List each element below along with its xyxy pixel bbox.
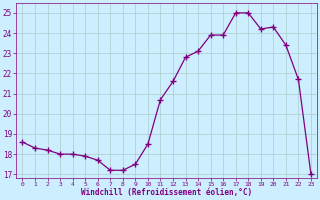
X-axis label: Windchill (Refroidissement éolien,°C): Windchill (Refroidissement éolien,°C): [81, 188, 252, 197]
